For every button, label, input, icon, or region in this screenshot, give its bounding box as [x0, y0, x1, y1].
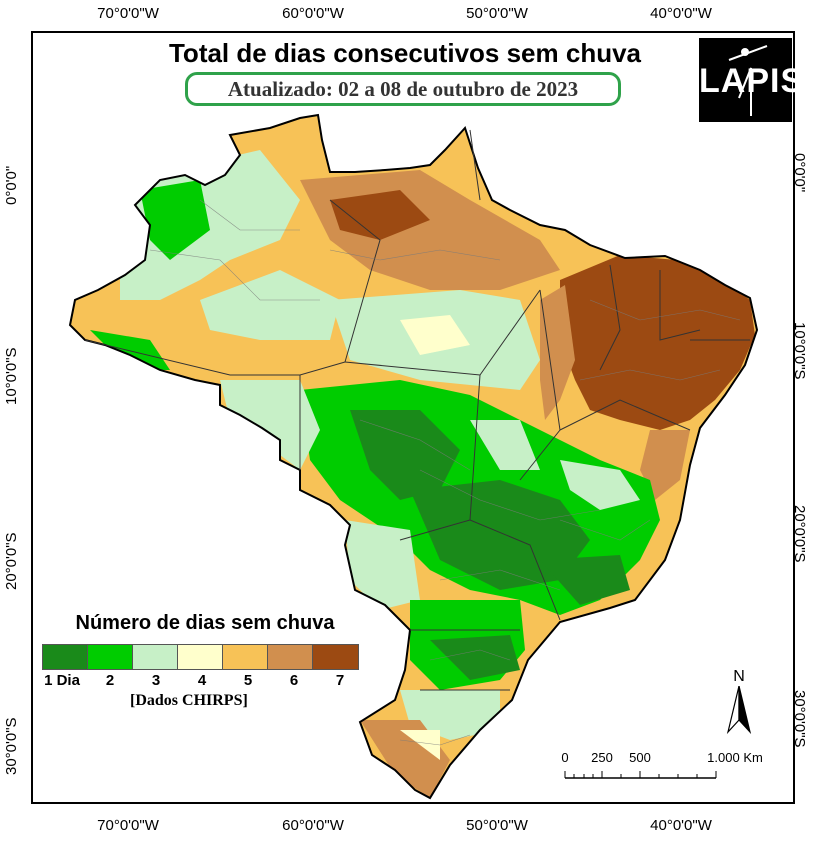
legend-class-label: 7	[335, 672, 345, 689]
north-arrow: N	[724, 668, 754, 734]
legend-title: Número de dias sem chuva	[75, 612, 335, 634]
legend-swatch	[178, 645, 223, 669]
longitude-label-bottom: 40°0'0"W	[650, 817, 712, 834]
lapis-logo: LAPIS	[699, 38, 805, 122]
scale-bar: 0 250 500 1.000 Km	[560, 750, 770, 786]
legend-class-label: 6	[289, 672, 299, 689]
legend-class-label: 1 Dia	[44, 672, 80, 689]
north-label: N	[733, 668, 745, 685]
logo-text: LAPIS	[699, 62, 805, 100]
longitude-label-bottom: 70°0'0"W	[97, 817, 159, 834]
longitude-label-top: 40°0'0"W	[650, 5, 712, 22]
scale-label: 500	[629, 750, 651, 765]
legend-swatch	[268, 645, 313, 669]
longitude-label-top: 60°0'0"W	[282, 5, 344, 22]
legend-class-label: 4	[197, 672, 207, 689]
north-arrow-icon	[726, 686, 752, 734]
legend-labels: 1 Dia 2 3 4 5 6 7	[42, 672, 364, 692]
longitude-label-top: 50°0'0"W	[466, 5, 528, 22]
scale-bar-ruler	[564, 771, 717, 779]
satellite-icon	[728, 45, 768, 116]
scale-label: 0	[561, 750, 569, 765]
legend-swatch	[223, 645, 268, 669]
scale-label: 1.000 Km	[707, 750, 763, 765]
longitude-label-top: 70°0'0"W	[97, 5, 159, 22]
legend-swatch	[88, 645, 133, 669]
legend-class-label: 3	[151, 672, 161, 689]
longitude-label-bottom: 60°0'0"W	[282, 817, 344, 834]
update-date-text: Atualizado: 02 a 08 de outubro de 2023	[227, 76, 579, 101]
legend-swatch	[313, 645, 358, 669]
update-date-box: Atualizado: 02 a 08 de outubro de 2023	[185, 72, 621, 106]
map-title: Total de dias consecutivos sem chuva	[168, 38, 641, 68]
legend-class-label: 5	[243, 672, 253, 689]
scale-label: 250	[591, 750, 613, 765]
legend-class-label: 2	[105, 672, 115, 689]
legend-swatch	[43, 645, 88, 669]
legend-color-bar	[42, 644, 359, 670]
legend-swatch	[133, 645, 178, 669]
longitude-label-bottom: 50°0'0"W	[466, 817, 528, 834]
data-source-label: [Dados CHIRPS]	[130, 692, 248, 709]
